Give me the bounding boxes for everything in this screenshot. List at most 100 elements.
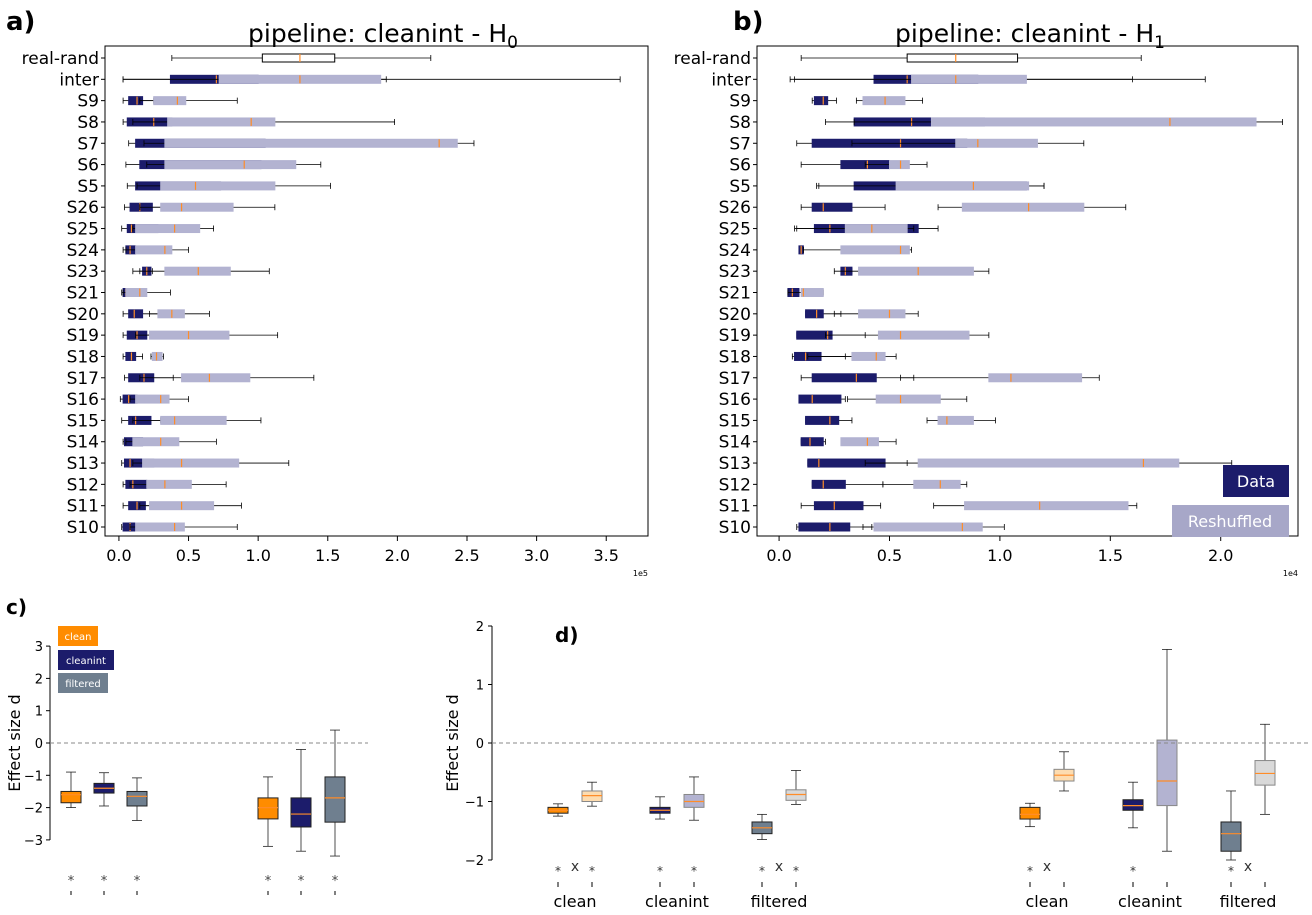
- y-tick-label: 2: [476, 620, 484, 635]
- box-reshuffled: [164, 266, 231, 276]
- box-clean: [60, 790, 82, 804]
- box-reshuffled: [800, 288, 824, 297]
- box-filtered: [324, 776, 346, 823]
- y-tick-label: 2: [35, 672, 43, 687]
- box-data: [125, 351, 137, 361]
- legend-c-clean-label: clean: [65, 632, 92, 643]
- title-b-text: pipeline: cleanint - H: [895, 19, 1154, 48]
- plot-area-a: [104, 45, 649, 537]
- box-reshuffled: [913, 479, 961, 489]
- box-data: [805, 415, 840, 425]
- title-a-subscript: 0: [507, 33, 518, 53]
- box-data-clean: [1019, 806, 1041, 820]
- box-reshuffled: [873, 522, 983, 532]
- legend-reshuffled-swatch: [1172, 505, 1289, 537]
- legend-data-swatch: [1223, 465, 1289, 497]
- x-tick-label: 3.5: [594, 546, 619, 565]
- significance-marker: *: [265, 874, 272, 889]
- legend-c-clean-swatch: [58, 626, 98, 646]
- box-data: [798, 394, 842, 404]
- box-reshuffled: [988, 373, 1083, 383]
- box-reshuffled: [858, 309, 906, 319]
- box-reshuffled: [961, 202, 1085, 212]
- x-tick-label: 0.5: [176, 546, 201, 565]
- y-tick-label: S12: [67, 475, 99, 495]
- x-tick-label: 3.0: [524, 546, 549, 565]
- y-tick-label: S21: [67, 284, 99, 304]
- box-reshuffled: [135, 394, 170, 404]
- x-marker: x: [1043, 859, 1051, 875]
- box-data: [800, 437, 824, 447]
- x-tick-label: 1.0: [245, 546, 270, 565]
- panel-label-b: b): [733, 7, 764, 37]
- y-tick-label: S7: [729, 134, 751, 154]
- significance-marker: *: [101, 874, 108, 889]
- y-tick-label: S15: [719, 411, 751, 431]
- box-data: [811, 373, 877, 383]
- box-reshuffled: [844, 224, 908, 234]
- significance-marker: *: [1130, 864, 1136, 878]
- y-tick-label: S16: [67, 390, 99, 410]
- y-tick-label: inter: [59, 70, 99, 90]
- x-marker: x: [775, 859, 783, 875]
- title-b-subscript: 1: [1154, 33, 1165, 53]
- x-tick-label: 2.5: [454, 546, 479, 565]
- box-data: [813, 96, 829, 106]
- significance-marker: *: [793, 864, 799, 878]
- box-reshuffled: [160, 181, 276, 191]
- x-group-label: clean: [553, 892, 596, 911]
- y-tick-label: S20: [67, 305, 99, 325]
- y-tick-label: S10: [67, 518, 99, 538]
- box-data: [813, 501, 864, 511]
- x-tick-label: 2.0: [1208, 546, 1233, 565]
- chart-c-marks: 3 2 1 0 −1 −2 −3 * * * * * *: [24, 640, 346, 895]
- legend-c-filtered-swatch: [58, 673, 108, 693]
- y-tick-label: S6: [729, 156, 751, 176]
- y-tick-label: S23: [719, 262, 751, 282]
- box-reshuffled: [135, 245, 173, 255]
- box-clean: [257, 797, 279, 820]
- box-reshuffled: [125, 288, 148, 297]
- y-tick-label: S13: [719, 454, 751, 474]
- c-ylabel: Effect size d: [5, 694, 24, 791]
- y-tick-label: 1: [35, 705, 43, 720]
- y-tick-label: S10: [719, 518, 751, 538]
- box-reshuffled: [895, 181, 1030, 191]
- x-tick-label: 1.5: [315, 546, 340, 565]
- x-tick-label: 2.0: [385, 546, 410, 565]
- y-tick-label: S6: [77, 156, 99, 176]
- y-tick-label: S18: [67, 347, 99, 367]
- legend-data-label: Data: [1237, 472, 1275, 491]
- y-tick-label: −2: [24, 802, 43, 817]
- y-tick-label: 3: [35, 640, 43, 655]
- significance-marker: *: [134, 874, 141, 889]
- significance-marker: *: [1027, 864, 1033, 878]
- y-tick-label: 1: [476, 679, 484, 694]
- x-marker: x: [571, 859, 579, 875]
- significance-marker: *: [759, 864, 765, 878]
- y-tick-label: S12: [719, 475, 751, 495]
- significance-marker: *: [298, 874, 305, 889]
- legend-reshuffled-label: Reshuffled: [1188, 512, 1272, 531]
- box-data: [811, 202, 853, 212]
- significance-marker: *: [589, 864, 595, 878]
- box-reshuffled: [142, 458, 240, 468]
- x-tick-label: 0.0: [766, 546, 791, 565]
- box-data: [811, 479, 846, 489]
- x-tick-label: 1.0: [987, 546, 1012, 565]
- box-data: [798, 522, 851, 532]
- box-reshuffled: [153, 96, 187, 106]
- box-reshuffled: [132, 437, 180, 447]
- chart-b-marks: real-randinterS9S8S7S6S5S26S25S24S23S21S…: [674, 49, 1283, 565]
- box-data: [906, 53, 1019, 63]
- title-b: pipeline: cleanint - H1: [895, 19, 1165, 53]
- box-reshuffled: [930, 117, 1257, 127]
- significance-marker: *: [555, 864, 561, 878]
- y-tick-label: 0: [476, 737, 484, 752]
- y-tick-label: S8: [77, 113, 99, 133]
- box-reshuffled: [964, 501, 1129, 511]
- y-tick-label: S25: [719, 220, 751, 240]
- y-tick-label: S5: [729, 177, 751, 197]
- y-tick-label: S5: [77, 177, 99, 197]
